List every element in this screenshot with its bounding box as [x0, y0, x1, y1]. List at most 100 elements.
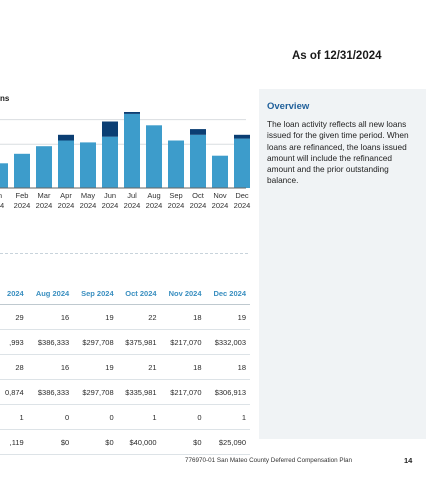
table-cell: 19: [73, 304, 118, 330]
chart-bar: [146, 125, 162, 188]
table-cell: $25,090: [205, 429, 250, 455]
chart-bar: [124, 113, 140, 188]
table-cell: $0: [73, 429, 118, 455]
x-tick-label: n: [0, 191, 2, 200]
overview-panel: Overview The loan activity reflects all …: [259, 89, 426, 439]
table-cell: 1: [117, 404, 161, 430]
overview-text: The loan activity reflects all new loans…: [267, 119, 409, 186]
chart-bar: [124, 112, 140, 114]
x-tick-label: 2024: [80, 201, 97, 210]
table-cell: ,993: [0, 329, 28, 355]
table-cell: $386,333: [27, 379, 74, 405]
table-cell: 16: [27, 354, 74, 380]
column-header: 2024: [0, 285, 28, 305]
overview-title: Overview: [267, 101, 310, 112]
table-cell: $386,333: [27, 329, 74, 355]
table-cell: 18: [160, 354, 206, 380]
chart-bar: [168, 140, 184, 188]
table-cell: $332,003: [205, 329, 250, 355]
x-tick-label: 2024: [124, 201, 141, 210]
table-row: 28 16 19 21 18 18: [0, 354, 250, 380]
column-header: Dec 2024: [205, 285, 250, 305]
chart-bar: [58, 134, 74, 141]
table-cell: $297,708: [73, 329, 118, 355]
table-cell: $40,000: [117, 429, 161, 455]
table-cell: $335,981: [117, 379, 161, 405]
table-cell: 19: [73, 354, 118, 380]
table-cell: 0: [160, 404, 206, 430]
x-tick-label: Nov: [213, 191, 227, 200]
x-tick-label: 2024: [168, 201, 185, 210]
table-cell: $0: [160, 429, 206, 455]
x-tick-label: 2024: [146, 201, 163, 210]
x-tick-label: 2024: [36, 201, 53, 210]
x-tick-label: Jun: [104, 191, 116, 200]
x-tick-label: 2024: [190, 201, 207, 210]
table-cell: $217,070: [160, 379, 206, 405]
column-header: Aug 2024: [27, 285, 74, 305]
chart-bar: [234, 138, 250, 188]
table-cell: 18: [205, 354, 250, 380]
column-header: Sep 2024: [73, 285, 118, 305]
chart-bar: [80, 142, 96, 188]
chart-bar: [0, 163, 8, 188]
loans-bar-chart: n24Feb2024Mar2024Apr2024May2024Jun2024Ju…: [0, 112, 251, 210]
x-tick-label: 2024: [102, 201, 119, 210]
table-row: ,119 $0 $0 $40,000 $0 $25,090: [0, 429, 250, 455]
as-of-date: As of 12/31/2024: [292, 50, 382, 62]
loan-activity-table: 2024 Aug 2024 Sep 2024 Oct 2024 Nov 2024…: [0, 285, 250, 455]
table-cell: $297,708: [73, 379, 118, 405]
x-tick-label: Dec: [235, 191, 249, 200]
table-cell: 22: [117, 304, 161, 330]
x-tick-label: Apr: [60, 191, 72, 200]
table-cell: $306,913: [205, 379, 250, 405]
chart-title-fragment: ns: [0, 94, 10, 103]
x-tick-label: Jul: [127, 191, 137, 200]
x-tick-label: 2024: [14, 201, 31, 210]
x-tick-label: Aug: [147, 191, 160, 200]
x-tick-label: 2024: [212, 201, 229, 210]
chart-bar: [14, 153, 30, 188]
table-cell: $217,070: [160, 329, 206, 355]
x-tick-label: 2024: [58, 201, 75, 210]
chart-bar: [190, 129, 206, 135]
chart-bar: [102, 136, 118, 188]
chart-bar: [190, 134, 206, 188]
table-cell: 29: [0, 304, 28, 330]
table-cell: 18: [160, 304, 206, 330]
chart-bar: [212, 155, 228, 188]
table-row: 0,874 $386,333 $297,708 $335,981 $217,07…: [0, 379, 250, 405]
x-tick-label: 24: [0, 201, 4, 210]
table-cell: 28: [0, 354, 28, 380]
x-tick-label: Sep: [169, 191, 182, 200]
table-header-row: 2024 Aug 2024 Sep 2024 Oct 2024 Nov 2024…: [0, 285, 250, 305]
chart-bar: [58, 140, 74, 188]
table-cell: 1: [205, 404, 250, 430]
table-cell: $375,981: [117, 329, 161, 355]
table-cell: 21: [117, 354, 161, 380]
chart-bar: [36, 146, 52, 188]
x-tick-label: May: [81, 191, 95, 200]
table-cell: ,119: [0, 429, 28, 455]
table-row: 1 0 0 1 0 1: [0, 404, 250, 430]
table-cell: 16: [27, 304, 74, 330]
table-row: 29 16 19 22 18 19: [0, 304, 250, 330]
table-cell: 0: [73, 404, 118, 430]
chart-bar: [234, 134, 250, 139]
column-header: Nov 2024: [160, 285, 206, 305]
table-cell: 19: [205, 304, 250, 330]
table-row: ,993 $386,333 $297,708 $375,981 $217,070…: [0, 329, 250, 355]
chart-bar: [102, 121, 118, 137]
footer-text: 776970-01 San Mateo County Deferred Comp…: [185, 457, 352, 464]
section-divider: [0, 253, 248, 254]
x-tick-label: 2024: [234, 201, 251, 210]
page-number: 14: [404, 456, 413, 465]
x-tick-label: Mar: [38, 191, 51, 200]
x-tick-label: Feb: [16, 191, 29, 200]
x-tick-label: Oct: [192, 191, 205, 200]
table-cell: 0,874: [0, 379, 28, 405]
table-cell: 0: [27, 404, 74, 430]
table-cell: $0: [27, 429, 74, 455]
column-header: Oct 2024: [117, 285, 161, 305]
table-cell: 1: [0, 404, 28, 430]
